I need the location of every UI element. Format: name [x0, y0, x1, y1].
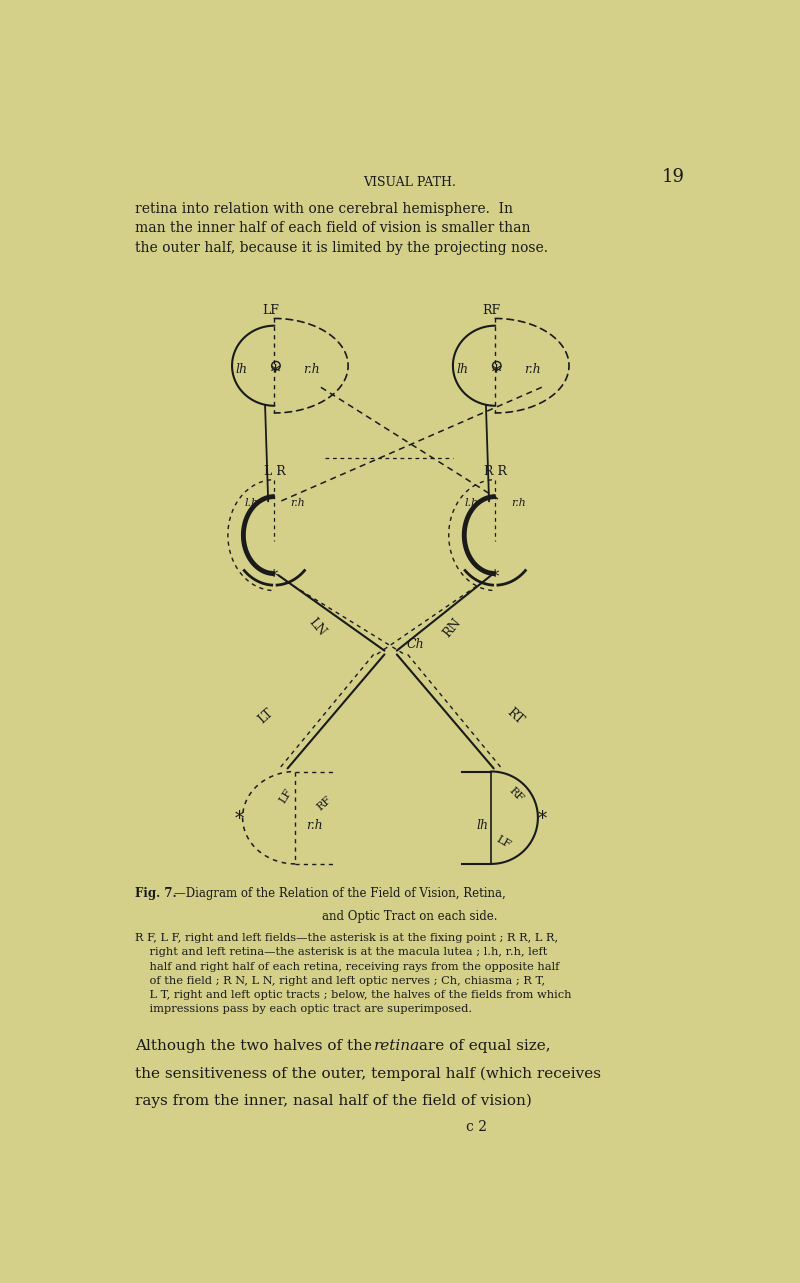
Text: 19: 19 — [662, 168, 685, 186]
Text: retina: retina — [374, 1039, 420, 1053]
Text: c 2: c 2 — [466, 1120, 486, 1134]
Text: RF: RF — [315, 794, 334, 813]
Text: are of equal size,: are of equal size, — [414, 1039, 550, 1053]
Text: r.h: r.h — [290, 498, 305, 508]
Text: RT: RT — [505, 706, 526, 726]
Text: l.h: l.h — [465, 498, 479, 508]
Text: Fig. 7.: Fig. 7. — [135, 887, 177, 899]
Text: *: * — [270, 568, 278, 586]
Text: r.h: r.h — [306, 819, 323, 831]
Text: *: * — [235, 811, 244, 829]
Text: L R: L R — [263, 466, 286, 479]
Text: Ch: Ch — [406, 638, 424, 650]
Text: ∗: ∗ — [490, 359, 503, 377]
Text: Although the two halves of the: Although the two halves of the — [135, 1039, 377, 1053]
Text: RF: RF — [482, 304, 501, 317]
Text: lh: lh — [457, 363, 469, 376]
Text: lh: lh — [236, 363, 248, 376]
Text: LF: LF — [278, 786, 294, 806]
Text: l.h: l.h — [244, 498, 258, 508]
Text: ∗: ∗ — [270, 359, 282, 377]
Text: LT: LT — [256, 706, 276, 726]
Text: LF: LF — [262, 304, 279, 317]
Text: r.h: r.h — [303, 363, 320, 376]
Text: lh: lh — [476, 819, 488, 831]
Text: and Optic Tract on each side.: and Optic Tract on each side. — [322, 910, 498, 922]
Text: LN: LN — [306, 616, 328, 639]
Text: VISUAL PATH.: VISUAL PATH. — [363, 176, 457, 189]
Text: —Diagram of the Relation of the Field of Vision, Retina,: —Diagram of the Relation of the Field of… — [174, 887, 506, 899]
Text: LF: LF — [494, 834, 512, 851]
Text: RF: RF — [507, 785, 526, 803]
Text: R F, L F, right and left fields—the asterisk is at the fixing point ; R R, L R,
: R F, L F, right and left fields—the aste… — [135, 933, 571, 1014]
Text: retina into relation with one cerebral hemisphere.  In
man the inner half of eac: retina into relation with one cerebral h… — [135, 201, 548, 255]
Text: R R: R R — [484, 466, 506, 479]
Text: *: * — [537, 811, 546, 829]
Text: rays from the inner, nasal half of the field of vision): rays from the inner, nasal half of the f… — [135, 1093, 532, 1107]
Text: RN: RN — [441, 616, 464, 639]
Text: r.h: r.h — [511, 498, 526, 508]
Text: *: * — [491, 568, 499, 586]
Text: r.h: r.h — [524, 363, 541, 376]
Text: the sensitiveness of the outer, temporal half (which receives: the sensitiveness of the outer, temporal… — [135, 1066, 601, 1080]
